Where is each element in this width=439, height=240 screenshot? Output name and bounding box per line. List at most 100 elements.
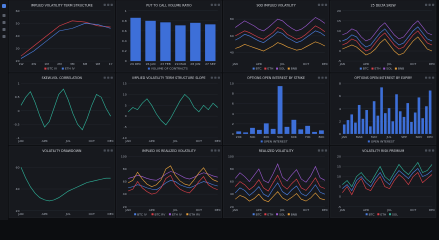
y-tick-label: 5 (339, 39, 341, 43)
panel-button[interactable] (107, 3, 110, 6)
sidebar-icon[interactable] (2, 28, 6, 31)
panel-button[interactable] (217, 76, 220, 79)
x-tick-label: 6M (83, 62, 88, 66)
x-tick-label: JAN (232, 208, 238, 212)
x-tick-label: APR (256, 62, 262, 66)
bar (298, 129, 304, 134)
panel-button[interactable] (210, 76, 213, 79)
x-tick-label: APR (363, 62, 369, 66)
panel-button[interactable] (214, 149, 217, 152)
x-tick-label: DEC (107, 139, 113, 143)
line-series (20, 167, 111, 202)
y-tick-label: 60 (230, 180, 234, 184)
panel-button[interactable] (425, 76, 428, 79)
panel-button[interactable] (110, 76, 113, 79)
x-tick-label: JUL (65, 139, 71, 143)
legend-label: BNB (291, 212, 297, 216)
y-tick-label: 2 (232, 122, 234, 126)
x-tick-label: JAN (125, 139, 131, 143)
legend-label: BNB (291, 67, 297, 71)
bar (277, 86, 283, 134)
bar (243, 132, 249, 134)
line-series (342, 26, 433, 48)
y-tick-label: -10 (122, 136, 127, 140)
bar (250, 127, 255, 134)
x-tick-label: OCT (89, 212, 95, 216)
sidebar-icon[interactable] (2, 21, 6, 24)
x-tick-label: JAN (339, 208, 345, 212)
legend-label: BTC (363, 67, 369, 71)
panel-button[interactable] (317, 149, 321, 152)
line-series (20, 20, 111, 57)
panel-button[interactable] (321, 3, 324, 6)
y-tick-label: -1 (17, 136, 20, 140)
sidebar-icon[interactable] (2, 35, 6, 38)
panel-button[interactable] (324, 3, 328, 6)
y-tick-label: 8 (339, 82, 341, 86)
bar (369, 126, 372, 134)
panel-button[interactable] (324, 149, 328, 152)
x-tick-label: 80K (319, 135, 326, 139)
x-tick-label: JUL (65, 212, 71, 216)
panel-button[interactable] (110, 3, 113, 6)
y-tick-label: 60 (16, 9, 20, 13)
panel-button[interactable] (210, 149, 213, 152)
panel-button[interactable] (317, 3, 321, 6)
legend-swatch (276, 67, 279, 70)
x-tick-label: DEC (215, 139, 221, 143)
panel-button[interactable] (210, 3, 213, 6)
panel-button[interactable] (428, 76, 431, 79)
panel-button[interactable] (107, 149, 110, 152)
y-tick-label: 0.6 (122, 29, 127, 33)
x-tick-label: 40K (263, 135, 270, 139)
legend-swatch (61, 67, 64, 70)
x-tick-label: APR (149, 208, 155, 212)
panel-button[interactable] (214, 76, 217, 79)
x-tick-label: JUL (279, 62, 285, 66)
y-tick-label: 0 (232, 132, 234, 136)
panel-button[interactable] (425, 149, 428, 152)
bar (130, 17, 141, 62)
panel-button[interactable] (217, 3, 220, 6)
panel-button[interactable] (110, 149, 113, 152)
legend-swatch (287, 213, 290, 216)
chart-title: VOLATILITY DRAWDOWN (42, 149, 82, 153)
y-tick-label: 0 (125, 114, 127, 118)
x-tick-label: 28 JUN (190, 62, 200, 66)
y-tick-label: 4 (232, 112, 234, 116)
panel-button[interactable] (321, 76, 324, 79)
sidebar-icon[interactable] (2, 14, 6, 17)
panel-button[interactable] (214, 3, 217, 6)
x-tick-label: APR (42, 212, 48, 216)
panel-button[interactable] (107, 76, 110, 79)
line-series (235, 25, 326, 40)
x-tick-label: JAN (125, 208, 131, 212)
y-tick-label: 30 (16, 47, 20, 51)
panel-button[interactable] (425, 3, 428, 6)
panel-button[interactable] (103, 76, 106, 79)
legend-label: BTC IV (47, 67, 58, 71)
y-tick-label: 4 (339, 107, 341, 111)
panel-button[interactable] (217, 149, 220, 152)
panel-button[interactable] (103, 3, 106, 6)
y-tick-label: 10 (337, 29, 341, 33)
legend-label: SOL (279, 212, 285, 216)
x-tick-label: 1M (44, 62, 49, 66)
legend-swatch (276, 213, 279, 216)
x-tick-label: 50K (277, 135, 284, 139)
panel-button[interactable] (432, 76, 435, 79)
panel-button[interactable] (321, 149, 324, 152)
panel-button[interactable] (103, 149, 106, 152)
legend-label: BTC (256, 67, 262, 71)
sidebar-logo[interactable] (2, 4, 6, 8)
panel-button[interactable] (428, 149, 431, 152)
panel-button[interactable] (432, 3, 435, 6)
line-series (235, 17, 326, 32)
panel-button[interactable] (432, 149, 435, 152)
chart-title: 25 DELTA SKEW (371, 3, 397, 7)
legend-swatch (264, 213, 267, 216)
legend-swatch (359, 67, 362, 70)
panel-button[interactable] (428, 3, 431, 6)
panel-button[interactable] (324, 76, 328, 79)
panel-button[interactable] (317, 76, 321, 79)
